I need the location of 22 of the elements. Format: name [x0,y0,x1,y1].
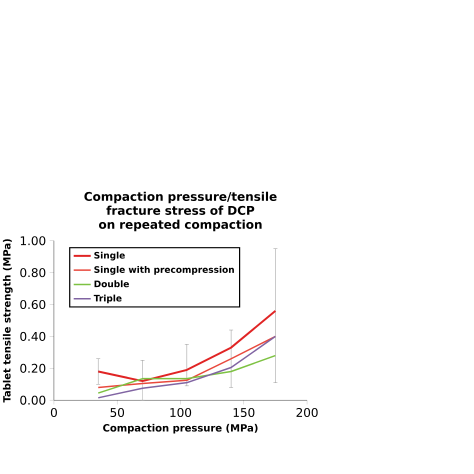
x-tick-label: 0 [50,408,57,418]
legend-label: Single [94,252,125,260]
line-series [97,354,276,394]
y-tick-label: 1.00 [20,236,46,246]
y-tick-label: 0.60 [20,300,46,310]
chart-title: Compaction pressure/tensile fracture stress of DCP on repeated compaction [84,192,277,232]
line-series [97,336,276,399]
line-series [97,310,276,382]
x-tick-label: 150 [234,408,254,418]
legend-label: Double [94,280,129,288]
y-tick-label: 0.80 [20,268,46,278]
x-axis-title: Compaction pressure (MPa) [103,424,258,434]
y-axis-title: Tablet tensile strength (MPa) [2,239,13,403]
x-tick-label: 100 [170,408,192,418]
x-tick-label: 50 [110,408,124,418]
line-series [97,336,276,388]
x-tick-label: 200 [296,408,318,418]
legend-label: Triple [94,294,122,304]
legend-label: Single with precompression [94,266,234,275]
y-tick-label: 0.20 [20,364,46,373]
y-tick-label: 0.40 [20,332,46,341]
y-tick-label: 0.00 [20,396,46,405]
